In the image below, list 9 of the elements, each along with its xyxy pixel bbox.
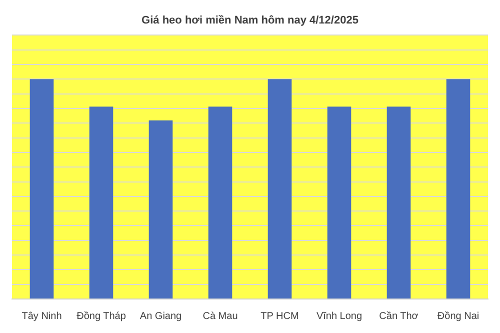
x-tick-label: Đồng Tháp [76, 310, 126, 322]
x-tick-label: Cần Thơ [379, 310, 419, 322]
chart-title: Giá heo hơi miền Nam hôm nay 4/12/2025 [142, 14, 358, 27]
x-tick-label: Đồng Nai [437, 310, 480, 322]
x-tick-label: Tây Ninh [22, 310, 62, 322]
x-tick-label: Vĩnh Long [316, 310, 362, 322]
x-tick-label: An Giang [140, 310, 182, 322]
x-tick-label: Cà Mau [202, 310, 238, 322]
x-tick-label: TP HCM [260, 310, 299, 322]
